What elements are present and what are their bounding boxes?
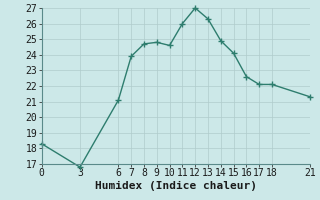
X-axis label: Humidex (Indice chaleur): Humidex (Indice chaleur) <box>95 181 257 191</box>
